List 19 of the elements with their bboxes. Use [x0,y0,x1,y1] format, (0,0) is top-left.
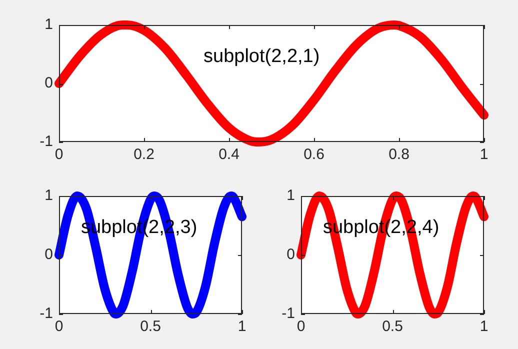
x-tick-label: 1 [480,318,488,336]
y-tick-label: 1 [44,187,53,204]
x-tick-label: 1 [480,146,488,164]
x-tick-label: 0.5 [140,318,161,336]
x-tick-label: 1 [238,318,246,336]
annotation: subplot(2,2,1) [204,46,320,67]
x-tick-label: 0.5 [382,318,403,336]
y-tick-label: -1 [282,305,295,322]
y-tick-label: -1 [40,133,53,150]
y-tick-label: 1 [286,187,295,204]
x-tick-label: 0.8 [388,146,410,164]
y-tick-label: 0 [44,74,53,92]
y-tick-label: -1 [40,305,53,322]
y-tick-label: 1 [44,16,53,34]
y-tick-label: 0 [286,246,295,264]
y-tick-label: 0 [44,246,53,264]
x-tick-label: 0.6 [304,146,324,164]
x-tick-label: 0.2 [134,146,154,164]
x-tick-label: 0.4 [218,146,240,164]
